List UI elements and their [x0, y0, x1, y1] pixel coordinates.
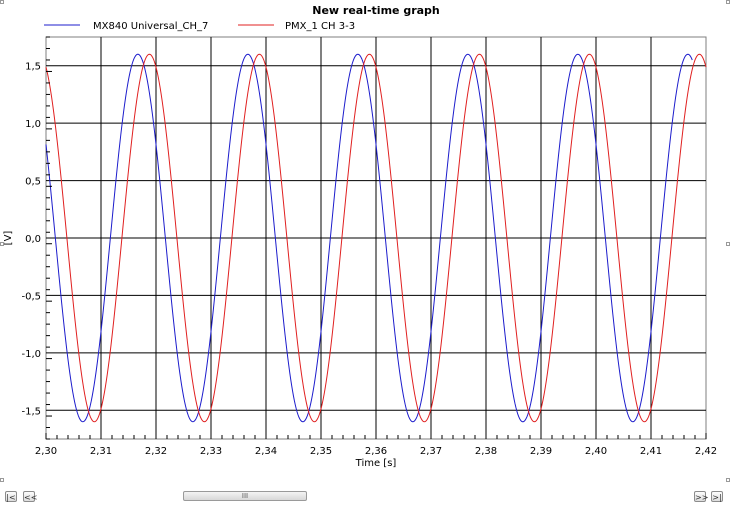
x-tick-label: 2,37: [420, 446, 442, 457]
resize-handle[interactable]: [0, 242, 4, 246]
series-line-1: [45, 53, 693, 423]
scroll-first-button[interactable]: |<: [5, 491, 17, 502]
scroll-next-button[interactable]: >>: [694, 491, 709, 502]
legend-label-series-1: MX840 Universal_CH_7: [93, 21, 208, 32]
y-tick-label: -0,5: [21, 291, 41, 302]
x-tick-label: 2,31: [90, 446, 112, 457]
scroll-last-button[interactable]: >|: [711, 491, 723, 502]
x-tick-label: 2,40: [585, 446, 607, 457]
legend: MX840 Universal_CH_7 PMX_1 CH 3-3: [44, 21, 355, 32]
x-tick-label: 2,32: [145, 446, 167, 457]
x-tick-label: 2,36: [365, 446, 387, 457]
resize-handle[interactable]: [726, 0, 730, 4]
y-tick-label: 1,5: [25, 62, 41, 73]
chart-title: New real-time graph: [312, 4, 440, 17]
x-tick-label: 2,33: [200, 446, 222, 457]
scrollbar-thumb[interactable]: III: [183, 491, 307, 501]
y-axis-label: [V]: [3, 231, 14, 246]
resize-handle[interactable]: [0, 0, 4, 4]
y-tick-label: 1,0: [25, 119, 41, 130]
resize-handle[interactable]: [726, 242, 730, 246]
x-tick-label: 2,41: [640, 446, 662, 457]
resize-handle[interactable]: [726, 478, 730, 482]
x-tick-label: 2,34: [255, 446, 277, 457]
x-axis-label: Time [s]: [355, 458, 397, 469]
y-tick-label: -1,5: [21, 406, 41, 417]
scroll-prev-button[interactable]: <<: [23, 491, 38, 502]
resize-handle[interactable]: [0, 478, 4, 482]
series-line-2: [45, 53, 707, 423]
x-tick-label: 2,39: [530, 446, 552, 457]
series-layer: [45, 53, 707, 423]
x-tick-label: 2,30: [35, 446, 57, 457]
x-tick-label: 2,42: [695, 446, 717, 457]
x-tick-label: 2,35: [310, 446, 332, 457]
x-tick-label: 2,38: [475, 446, 497, 457]
legend-label-series-2: PMX_1 CH 3-3: [285, 21, 355, 32]
ticks: 2,30 2,31 2,32 2,33 2,34 2,35 2,36 2,37 2,38 2,39…: [21, 36, 717, 457]
y-tick-label: -1,0: [21, 349, 41, 360]
y-tick-label: 0,5: [25, 177, 41, 188]
y-tick-label: 0,0: [25, 234, 41, 245]
